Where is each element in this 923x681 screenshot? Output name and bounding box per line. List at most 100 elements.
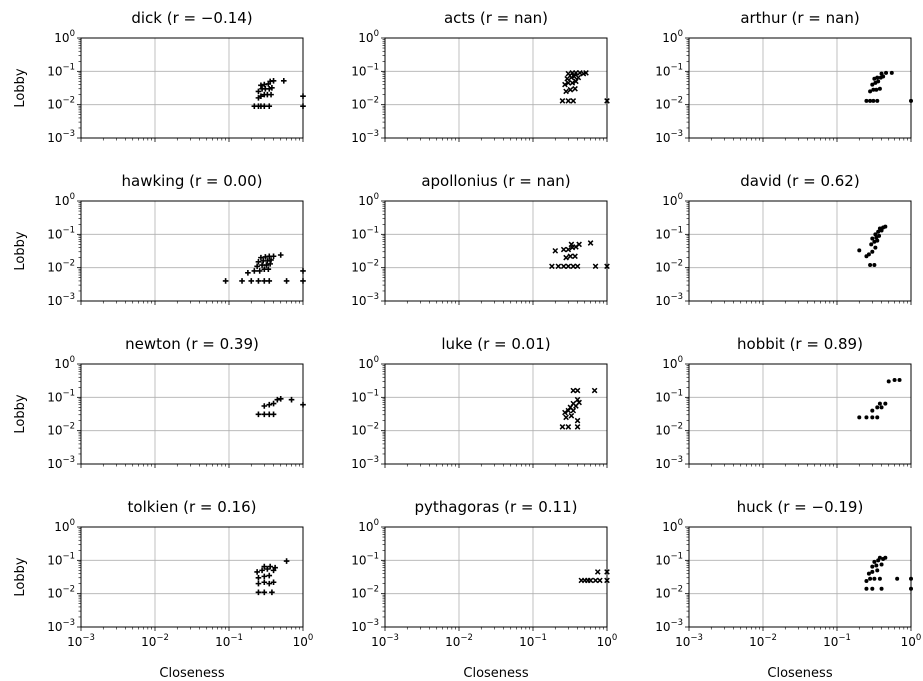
data-point <box>300 401 306 408</box>
data-point <box>300 268 306 274</box>
data-point <box>567 86 574 93</box>
panel-title: david (r = 0.62) <box>740 172 859 190</box>
x-tick-label: 10−2 <box>445 633 473 649</box>
y-tick-label: 100 <box>54 518 75 534</box>
panel-newton: newton (r = 0.39) 10−3 10−2 10−1 100 Lobby <box>13 335 306 471</box>
y-tick-label: 100 <box>358 518 379 534</box>
data-point <box>909 576 913 581</box>
data-point <box>277 396 284 402</box>
data-point <box>256 268 263 274</box>
data-point <box>269 85 275 91</box>
data-point <box>570 98 577 104</box>
data-point <box>267 261 273 267</box>
data-point <box>868 263 873 268</box>
y-tick-label: 10−2 <box>47 259 75 275</box>
y-tick-label: 100 <box>358 192 379 208</box>
axes-frame <box>384 526 608 628</box>
data-point <box>280 77 287 84</box>
data-point <box>573 78 579 85</box>
data-point <box>877 576 882 581</box>
data-point <box>270 253 277 260</box>
axes-frame <box>688 363 912 465</box>
data-point <box>567 253 574 260</box>
y-tick-label: 10−3 <box>47 129 75 145</box>
y-tick-label: 10−3 <box>47 618 75 634</box>
data-point <box>263 262 270 268</box>
data-point <box>255 88 262 95</box>
x-tick-label: 10−1 <box>519 633 547 649</box>
tick-exponent: −2 <box>366 422 379 432</box>
panel-apollonius: apollonius (r = nan) 10−3 10−2 10−1 100 <box>351 172 610 308</box>
data-point <box>261 403 268 409</box>
data-point <box>872 576 877 581</box>
y-tick-label: 10−1 <box>47 225 75 241</box>
x-tick-label: 100 <box>293 633 314 649</box>
x-axis-label: Closeness <box>767 666 832 681</box>
data-point <box>267 563 273 570</box>
y-tick-label: 100 <box>54 192 75 208</box>
panel-title: acts (r = nan) <box>444 9 548 27</box>
data-point <box>222 278 229 284</box>
tick-exponent: −2 <box>366 96 379 106</box>
tick-exponent: −3 <box>670 455 683 465</box>
y-tick-label: 10−1 <box>351 551 379 567</box>
data-point <box>870 569 875 574</box>
data-point <box>261 103 268 109</box>
axes-frame <box>384 363 608 465</box>
tick-exponent: −2 <box>156 633 169 643</box>
y-tick-label: 10−3 <box>351 455 379 471</box>
data-point <box>300 278 306 284</box>
data-point <box>255 574 262 581</box>
data-point <box>574 387 581 394</box>
data-point <box>574 424 581 430</box>
tick-exponent: −1 <box>670 551 683 561</box>
y-tick-label: 10−2 <box>47 585 75 601</box>
data-point <box>562 81 568 88</box>
data-point <box>870 249 875 254</box>
y-tick-label: 10−2 <box>351 96 379 112</box>
y-axis-label: Lobby <box>13 394 28 433</box>
data-point <box>897 378 902 383</box>
data-point <box>248 278 255 284</box>
data-point <box>283 558 290 564</box>
x-tick-label: 10−3 <box>371 633 399 649</box>
data-point <box>552 247 559 254</box>
data-point <box>864 578 869 583</box>
data-point <box>272 564 278 571</box>
data-point <box>864 98 869 103</box>
x-axis-label: Closeness <box>463 666 528 681</box>
data-point <box>876 229 881 234</box>
data-point <box>886 379 891 384</box>
data-point <box>875 75 880 80</box>
y-tick-label: 10−3 <box>47 455 75 471</box>
data-point <box>574 263 581 270</box>
tick-exponent: 0 <box>678 355 683 365</box>
tick-exponent: −2 <box>670 259 683 269</box>
y-tick-label: 100 <box>358 29 379 45</box>
data-point <box>587 240 594 246</box>
y-tick-label: 10−1 <box>351 388 379 404</box>
data-point <box>266 103 273 109</box>
data-point <box>565 424 572 430</box>
data-point <box>594 569 601 575</box>
x-axis-label: Closeness <box>159 666 224 681</box>
panel-title: huck (r = −0.19) <box>737 498 864 516</box>
y-tick-label: 10−3 <box>351 292 379 308</box>
data-point <box>261 278 268 284</box>
tick-exponent: −3 <box>670 292 683 302</box>
panel-title: hawking (r = 0.00) <box>122 172 263 190</box>
data-point <box>254 263 260 270</box>
data-point <box>568 412 575 419</box>
data-point <box>857 248 862 253</box>
axes-frame <box>384 37 608 139</box>
panel-title: tolkien (r = 0.16) <box>128 498 257 516</box>
data-point <box>555 263 562 270</box>
data-point <box>300 103 306 109</box>
panel-title: newton (r = 0.39) <box>125 335 259 353</box>
data-point <box>883 401 888 406</box>
data-point <box>565 98 572 104</box>
tick-exponent: −1 <box>366 62 379 72</box>
tick-exponent: −3 <box>366 455 379 465</box>
data-point <box>870 564 875 569</box>
